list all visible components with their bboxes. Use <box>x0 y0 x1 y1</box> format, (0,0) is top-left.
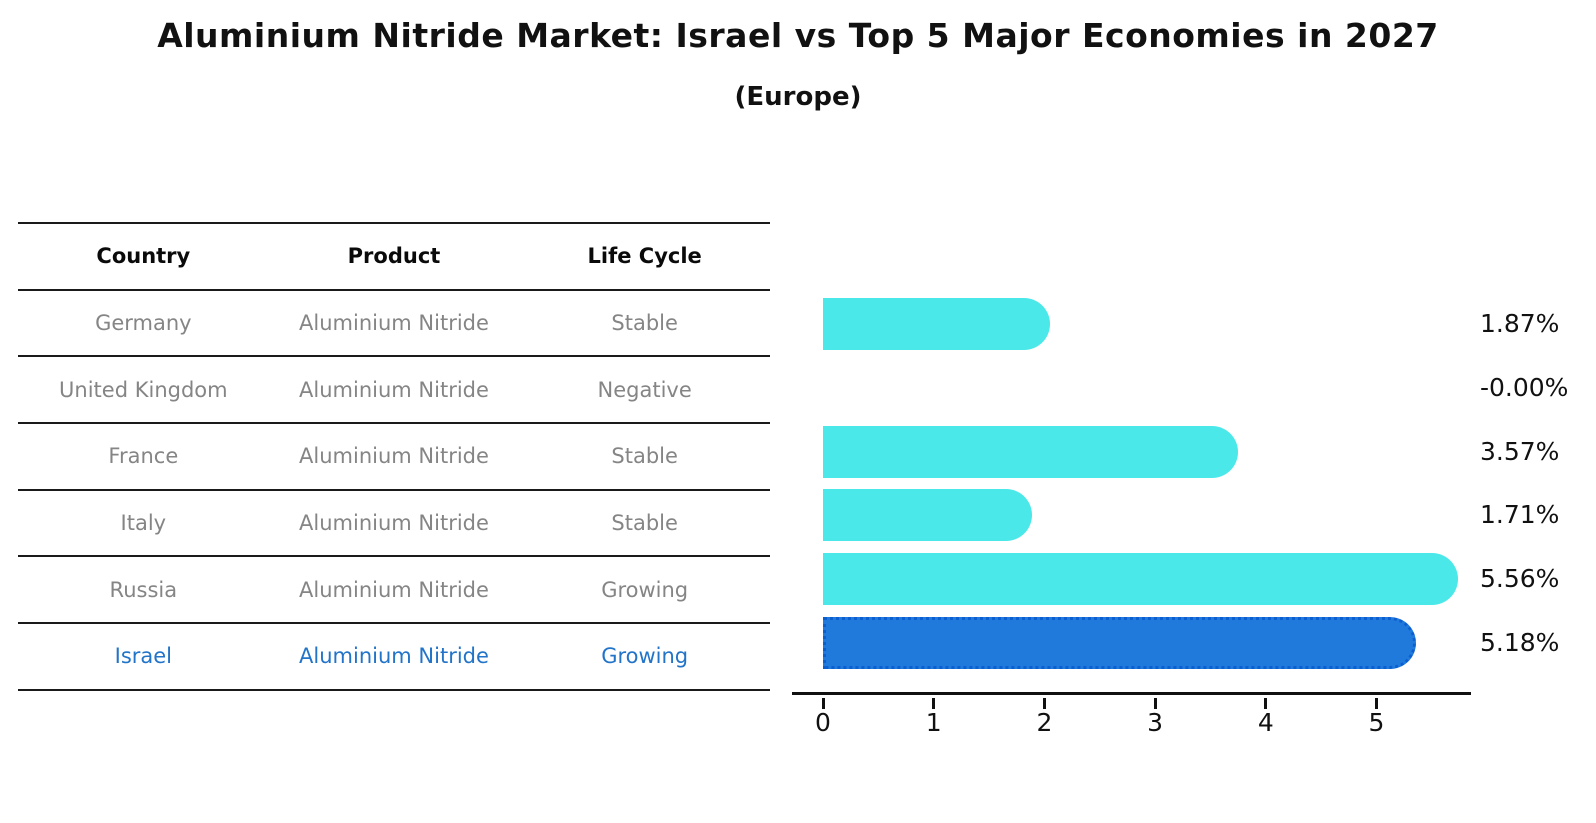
x-axis-tick-label-1: 1 <box>925 708 942 737</box>
value-label-united-kingdom: -0.00% <box>1480 372 1569 402</box>
x-axis-tick-label-0: 0 <box>815 708 831 737</box>
cell-country: United Kingdom <box>59 377 228 402</box>
bar-germany <box>823 298 1050 350</box>
x-axis-tick-label-2: 2 <box>1036 708 1053 737</box>
bar-israel <box>823 617 1417 669</box>
column-header-country: Country <box>96 244 191 269</box>
value-label-germany: 1.87% <box>1480 309 1560 338</box>
cell-life-cycle: Growing <box>601 577 689 602</box>
column-header-life-cycle: Life Cycle <box>587 244 702 269</box>
cell-product: Aluminium Nitride <box>299 511 489 536</box>
cell-life-cycle: Stable <box>611 444 678 469</box>
column-header-product: Product <box>347 244 441 269</box>
cell-product: Aluminium Nitride <box>299 577 489 602</box>
cell-product: Aluminium Nitride <box>299 377 489 402</box>
cell-product: Aluminium Nitride <box>299 311 489 336</box>
table-row-italy: Italy Aluminium Nitride Stable <box>18 491 770 558</box>
bar-italy <box>823 489 1033 542</box>
table-row-germany: Germany Aluminium Nitride Stable <box>18 291 770 358</box>
x-axis-tick-label-4: 4 <box>1257 708 1274 737</box>
x-axis-tick-label-3: 3 <box>1147 708 1164 737</box>
cell-product: Aluminium Nitride <box>299 644 489 669</box>
country-table: Country Product Life Cycle Germany Alumi… <box>18 222 770 691</box>
cell-country: Italy <box>120 511 167 536</box>
cell-life-cycle: Growing <box>601 644 689 669</box>
cell-country: Germany <box>95 311 192 336</box>
chart-subtitle: (Europe) <box>734 82 862 112</box>
table-row-france: France Aluminium Nitride Stable <box>18 424 770 491</box>
bar-france <box>823 425 1239 478</box>
x-axis-tick-5 <box>1375 698 1378 709</box>
value-label-italy: 1.71% <box>1480 500 1560 530</box>
x-axis-tick-0 <box>821 698 825 709</box>
value-label-russia: 5.56% <box>1480 564 1560 594</box>
x-axis-tick-1 <box>932 698 936 709</box>
table-header-row: Country Product Life Cycle <box>18 224 770 291</box>
x-axis-tick-3 <box>1153 698 1157 709</box>
table-row-israel: Israel Aluminium Nitride Growing <box>18 624 770 691</box>
cell-life-cycle: Stable <box>611 511 678 536</box>
table-row-united-kingdom: United Kingdom Aluminium Nitride Negativ… <box>18 357 770 425</box>
cell-country: France <box>108 444 179 469</box>
chart-title: Aluminium Nitride Market: Israel vs Top … <box>157 16 1439 55</box>
table-row-russia: Russia Aluminium Nitride Growing <box>18 557 770 625</box>
value-label-france: 3.57% <box>1480 436 1560 466</box>
bar-chart-plot-area <box>792 280 1471 695</box>
cell-life-cycle: Negative <box>597 377 692 402</box>
x-axis-tick-4 <box>1264 698 1268 709</box>
cell-life-cycle: Stable <box>611 311 678 336</box>
cell-country: Russia <box>109 577 178 602</box>
cell-country: Israel <box>114 644 173 669</box>
cell-product: Aluminium Nitride <box>299 444 489 469</box>
bar-russia <box>823 553 1459 606</box>
value-label-israel: 5.18% <box>1480 628 1560 657</box>
x-axis-tick-label-5: 5 <box>1368 708 1385 737</box>
x-axis-tick-2 <box>1042 698 1046 709</box>
